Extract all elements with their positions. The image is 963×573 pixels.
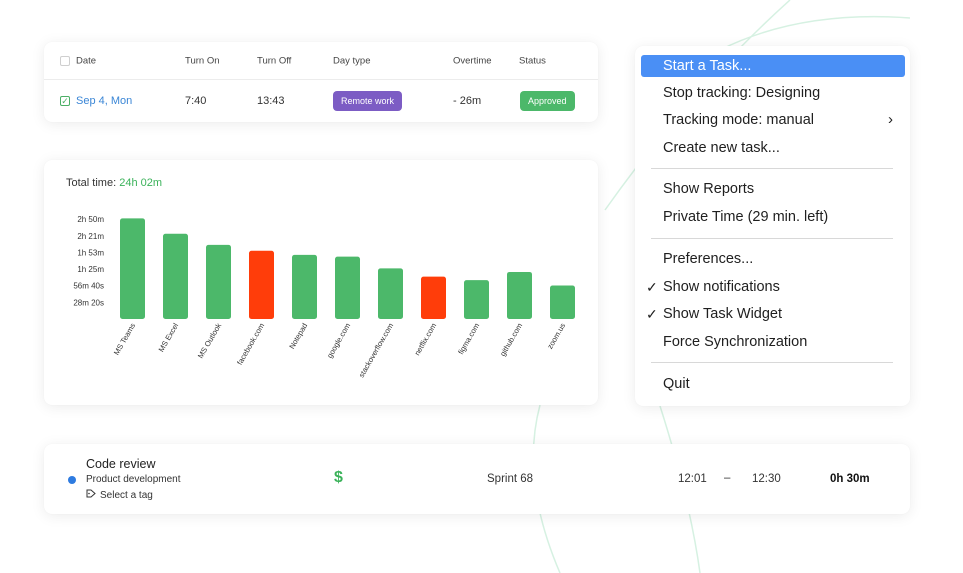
task-entry-row[interactable]: Code review Product development Select a… <box>44 444 910 514</box>
tray-context-menu: Start a Task... Stop tracking: Designing T… <box>635 46 910 406</box>
menu-item-create-new-task[interactable]: Create new task... <box>641 137 905 159</box>
sprint-label[interactable]: Sprint 68 <box>487 473 534 485</box>
menu-item-label: Start a Task... <box>663 58 752 74</box>
bar-google-com[interactable] <box>335 256 360 319</box>
y-tick-label: 28m 20s <box>73 298 104 307</box>
menu-item-label: Stop tracking: Designing <box>663 85 821 101</box>
menu-item-label: Show Task Widget <box>663 306 783 322</box>
bar-ms-outlook[interactable] <box>206 244 231 319</box>
y-tick-label: 2h 21m <box>77 232 104 241</box>
menu-separator <box>651 238 893 239</box>
total-time-label: Total time: <box>66 177 117 189</box>
x-tick-label: google.com <box>325 322 352 360</box>
select-tag-button[interactable]: Select a tag <box>86 489 153 501</box>
x-tick-label: zoom.us <box>545 321 567 350</box>
x-tick-label: facebook.com <box>235 322 266 367</box>
x-tick-label: Notepad <box>287 322 309 351</box>
row-date-link[interactable]: Sep 4, Mon <box>76 95 133 107</box>
menu-item-label: Preferences... <box>663 251 754 267</box>
header-date[interactable]: Date <box>76 55 97 66</box>
bar-notepad[interactable] <box>292 254 317 319</box>
day-type-badge[interactable]: Remote work <box>333 91 403 111</box>
task-duration: 0h 30m <box>830 473 870 485</box>
start-time[interactable]: 12:01 <box>678 473 707 485</box>
app-usage-chart-card: Total time: 24h 02m 2h 50m 2h 21m 1h 53m 1h… <box>44 160 598 405</box>
time-separator: – <box>724 472 731 484</box>
billable-icon[interactable]: $ <box>334 469 343 486</box>
y-tick-label: 1h 25m <box>77 265 104 274</box>
task-project[interactable]: Product development <box>86 474 181 485</box>
bar-stackoverflow-com[interactable] <box>378 268 403 319</box>
bar-github-com[interactable] <box>507 271 532 319</box>
attendance-table: Date Turn On Turn Off Day type Overtime … <box>44 42 598 122</box>
bar-figma-com[interactable] <box>464 280 489 319</box>
table-row[interactable]: ✓ Sep 4, Mon 7:40 13:43 Remote work - 26… <box>44 80 598 122</box>
x-tick-label: github.com <box>498 322 524 358</box>
menu-separator <box>651 168 893 169</box>
menu-item-stop-tracking-designing[interactable]: Stop tracking: Designing <box>641 82 905 104</box>
task-title[interactable]: Code review <box>86 457 156 471</box>
row-turn-off: 13:43 <box>257 95 285 107</box>
header-overtime[interactable]: Overtime <box>453 55 492 66</box>
select-tag-label: Select a tag <box>100 490 153 501</box>
status-badge[interactable]: Approved <box>520 91 575 111</box>
end-time[interactable]: 12:30 <box>752 473 781 485</box>
select-all-checkbox[interactable] <box>60 55 70 66</box>
row-overtime: - 26m <box>453 95 482 107</box>
header-turn-on[interactable]: Turn On <box>185 55 220 66</box>
bar-ms-excel[interactable] <box>163 233 188 319</box>
menu-item-force-synchronization[interactable]: Force Synchronization <box>641 331 905 353</box>
bar-netflix-com[interactable] <box>421 276 446 319</box>
x-tick-label: stackoverflow.com <box>357 322 395 380</box>
header-status[interactable]: Status <box>519 55 546 66</box>
bar-ms-teams[interactable] <box>120 218 145 319</box>
total-time-value: 24h 02m <box>119 177 163 189</box>
tag-icon <box>86 489 96 501</box>
x-tick-label: MS Teams <box>112 321 138 356</box>
menu-separator <box>651 362 893 363</box>
app-usage-bar-chart: 2h 50m 2h 21m 1h 53m 1h 25m 56m 40s 28m 20s MS… <box>73 215 575 380</box>
menu-item-label: Show notifications <box>663 279 780 295</box>
menu-item-label: Private Time (29 min. left) <box>663 209 829 225</box>
menu-item-label: Show Reports <box>663 181 755 197</box>
y-tick-label: 56m 40s <box>73 282 104 291</box>
bar-zoom-us[interactable] <box>550 285 575 319</box>
menu-item-label: Create new task... <box>663 140 780 156</box>
project-color-dot <box>68 476 76 484</box>
menu-item-label: Quit <box>663 376 690 392</box>
menu-item-private-time-29-min-left[interactable]: Private Time (29 min. left) <box>641 206 905 228</box>
x-tick-label: figma.com <box>456 322 481 356</box>
header-day-type[interactable]: Day type <box>333 55 371 66</box>
checkmark-icon: ✓ <box>646 306 658 322</box>
x-tick-label: MS Outlook <box>196 321 224 360</box>
table-header-row: Date Turn On Turn Off Day type Overtime … <box>44 42 598 80</box>
menu-item-tracking-mode-manual[interactable]: Tracking mode: manual › <box>641 109 905 131</box>
menu-item-label: Force Synchronization <box>663 334 808 350</box>
y-tick-label: 1h 53m <box>77 249 104 258</box>
menu-item-show-reports[interactable]: Show Reports <box>641 178 905 200</box>
total-time: Total time: 24h 02m <box>66 177 162 189</box>
chevron-right-icon: › <box>888 111 893 128</box>
x-tick-label: MS Excel <box>157 321 181 353</box>
menu-item-label: Tracking mode: manual <box>663 112 814 128</box>
menu-item-quit[interactable]: Quit <box>641 373 905 395</box>
menu-item-start-a-task[interactable]: Start a Task... <box>641 55 905 77</box>
row-turn-on: 7:40 <box>185 95 207 107</box>
menu-item-preferences[interactable]: Preferences... <box>641 248 905 270</box>
y-tick-label: 2h 50m <box>77 215 104 224</box>
x-tick-label: netflix.com <box>413 322 439 358</box>
bar-facebook-com[interactable] <box>249 250 274 319</box>
menu-item-show-notifications[interactable]: ✓ Show notifications <box>641 276 905 298</box>
row-checkbox[interactable]: ✓ <box>60 96 70 106</box>
header-turn-off[interactable]: Turn Off <box>257 55 292 66</box>
checkmark-icon: ✓ <box>646 279 658 295</box>
menu-item-show-task-widget[interactable]: ✓ Show Task Widget <box>641 303 905 325</box>
